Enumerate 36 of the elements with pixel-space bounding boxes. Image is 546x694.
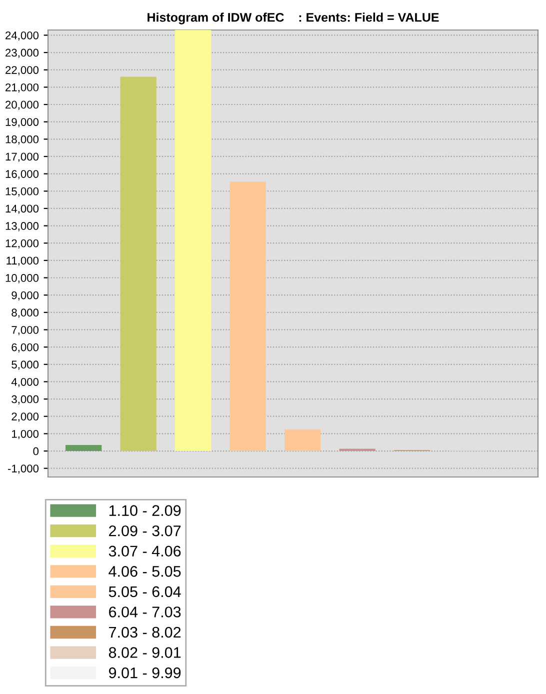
y-tick-label: 24,000: [6, 31, 39, 41]
y-tick-label: 2,000: [12, 412, 39, 422]
legend-label: 6.04 - 7.03: [109, 606, 181, 618]
y-tick-label: 1,000: [12, 430, 39, 440]
legend-label: 8.02 - 9.01: [108, 647, 181, 658]
y-tick-label: 5,000: [12, 360, 39, 370]
y-tick-label: 20,000: [6, 100, 39, 110]
y-tick-label: -1,000: [8, 464, 39, 474]
y-tick-label: 3,000: [12, 395, 39, 404]
y-tick-label: 21,000: [6, 83, 39, 93]
legend-label: 5.05 - 6.04: [108, 586, 181, 598]
y-tick-label: 9,000: [12, 291, 39, 301]
y-tick-label: 18,000: [6, 135, 39, 145]
legend-label: 9.01 - 9.99: [108, 667, 181, 678]
y-tick-label: 15,000: [6, 187, 39, 197]
y-tick-label: 22,000: [6, 66, 39, 76]
y-tick-label: 17,000: [6, 152, 39, 162]
y-tick-label: 19,000: [6, 118, 39, 128]
legend-label: 3.07 - 4.06: [108, 546, 181, 557]
y-tick-label: 23,000: [6, 48, 39, 58]
y-tick-label: 8,000: [12, 308, 39, 318]
y-tick-label: 4,000: [11, 378, 39, 388]
y-tick-label: 10,000: [6, 274, 39, 284]
y-tick-label: 7,000: [12, 326, 39, 336]
legend-label: 1.10 - 2.09: [109, 505, 181, 516]
chart-title: Histogram of IDW ofEC : Events: Field = VALUE: [148, 12, 439, 24]
y-tick-label: 13,000: [6, 222, 39, 232]
y-tick-label: 0: [33, 447, 39, 456]
legend-label: 2.09 - 3.07: [109, 525, 181, 536]
legend-label: 7.03 - 8.02: [109, 626, 181, 638]
legend-label: 4.06 - 5.05: [108, 566, 181, 577]
y-tick-label: 16,000: [6, 170, 39, 180]
y-tick-label: 14,000: [6, 204, 39, 214]
y-tick-label: 6,000: [12, 343, 39, 353]
y-tick-label: 12,000: [6, 239, 39, 249]
y-tick-label: 11,000: [6, 256, 39, 266]
